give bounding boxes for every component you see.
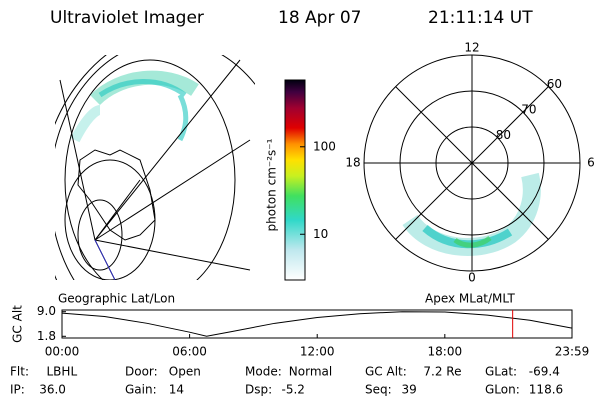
- field-label: Flt:: [10, 365, 29, 379]
- field-value: Normal: [289, 365, 332, 379]
- mlt-line: [395, 162, 473, 240]
- field-label: GLat:: [485, 365, 517, 379]
- y-axis-label: GC Alt: [11, 305, 25, 343]
- y-tick-label: 9.0: [37, 304, 56, 318]
- mlt-label: 18: [345, 156, 360, 170]
- field-label: Seq:: [365, 383, 392, 397]
- field-value: 7.2 Re: [423, 365, 461, 379]
- x-tick-label: 06:00: [172, 345, 207, 359]
- mlt-label: 6: [587, 156, 595, 170]
- lat-label: 70: [521, 103, 536, 117]
- y-tick-label: 1.8: [37, 329, 56, 343]
- colorbar-tick-label: 100: [313, 139, 336, 153]
- field-value: 36.0: [39, 383, 66, 397]
- x-tick-label: 18:00: [428, 345, 463, 359]
- field-label: Gain:: [125, 383, 157, 397]
- field-label: Mode:: [245, 365, 282, 379]
- colorbar-tick-label: 10: [313, 227, 328, 241]
- mlt-line: [471, 86, 549, 164]
- mlt-label: 12: [464, 41, 479, 55]
- field-value: 39: [402, 383, 417, 397]
- field-label: IP:: [10, 383, 25, 397]
- field-value: 14: [169, 383, 184, 397]
- field-label: GLon:: [485, 383, 520, 397]
- field-value: 118.6: [529, 383, 563, 397]
- lat-label: 60: [547, 77, 562, 91]
- field-value: -5.2: [282, 383, 305, 397]
- x-tick-label: 23:59: [555, 345, 590, 359]
- colorbar-label: photon cm⁻²s⁻¹: [265, 138, 279, 231]
- field-label: Dsp:: [245, 383, 272, 397]
- right-map-label: Apex MLat/MLT: [425, 292, 515, 306]
- colorbar: [284, 79, 306, 281]
- instrument: Ultraviolet Imager: [50, 8, 204, 28]
- plot-frame: [61, 309, 573, 339]
- field-value: -69.4: [529, 365, 560, 379]
- altitude-line: [61, 311, 573, 337]
- mlt-line: [471, 162, 549, 240]
- x-tick-label: 12:00: [300, 345, 335, 359]
- mlt-line: [395, 86, 473, 164]
- time: 21:11:14 UT: [428, 8, 533, 28]
- left-map-label: Geographic Lat/Lon: [58, 292, 175, 306]
- date: 18 Apr 07: [278, 8, 361, 28]
- field-label: GC Alt:: [365, 365, 407, 379]
- geographic-map: [55, 55, 255, 280]
- lat-label: 80: [496, 128, 511, 142]
- field-label: Door:: [125, 365, 158, 379]
- mlt-label: 0: [468, 271, 476, 285]
- x-tick-label: 00:00: [45, 345, 80, 359]
- field-value: Open: [169, 365, 201, 379]
- field-value: LBHL: [47, 365, 78, 379]
